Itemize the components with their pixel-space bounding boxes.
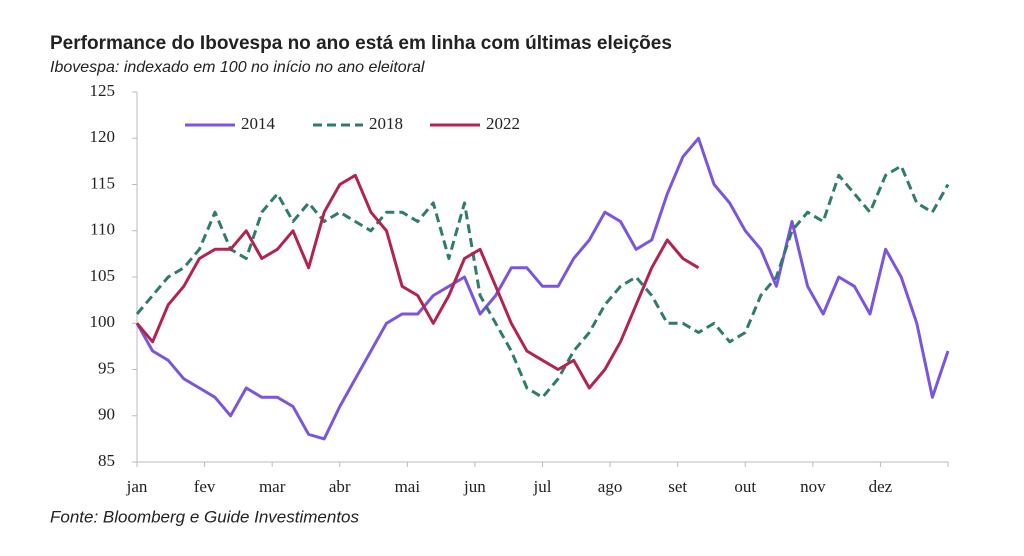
- x-tick-label: mai: [395, 477, 421, 496]
- x-tick-label: out: [734, 477, 756, 496]
- y-tick-label: 105: [90, 266, 116, 285]
- x-tick-label: fev: [194, 477, 216, 496]
- y-tick-label: 85: [98, 451, 115, 470]
- x-tick-label: jan: [126, 477, 148, 496]
- legend-label: 2014: [241, 114, 276, 133]
- y-tick-label: 120: [90, 127, 116, 146]
- chart-subtitle: Ibovespa: indexado em 100 no início no a…: [50, 59, 425, 76]
- y-tick-label: 110: [90, 220, 115, 239]
- x-tick-label: ago: [598, 477, 623, 496]
- y-tick-label: 125: [90, 81, 116, 100]
- x-tick-label: mar: [259, 477, 286, 496]
- chart-title: Performance do Ibovespa no ano está em l…: [50, 33, 672, 54]
- legend-label: 2022: [486, 114, 520, 133]
- legend-label: 2018: [369, 114, 403, 133]
- series-line: [135, 173, 700, 390]
- series-line: [135, 164, 950, 399]
- y-tick-label: 115: [90, 173, 115, 192]
- x-tick-label: nov: [800, 477, 826, 496]
- x-tick-label: abr: [329, 477, 351, 496]
- source-note: Fonte: Bloomberg e Guide Investimentos: [50, 507, 359, 526]
- x-tick-label: dez: [869, 477, 893, 496]
- x-tick-label: jun: [463, 477, 486, 496]
- x-tick-label: jul: [533, 477, 552, 496]
- x-tick-label: set: [668, 477, 687, 496]
- y-tick-label: 100: [90, 312, 116, 331]
- y-tick-label: 90: [98, 405, 115, 424]
- y-tick-label: 95: [98, 358, 115, 377]
- series-line: [135, 136, 950, 441]
